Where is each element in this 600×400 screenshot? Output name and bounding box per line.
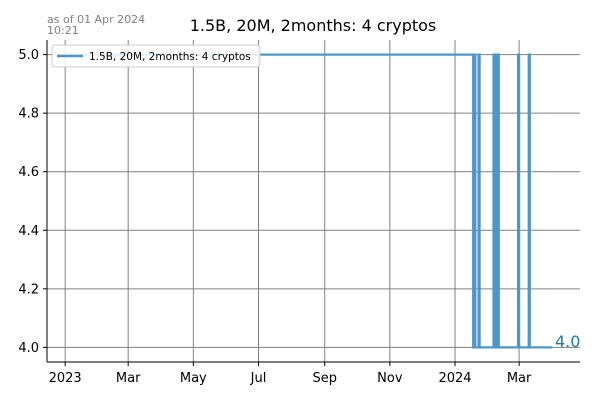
chart-title: 1.5B, 20M, 2months: 4 cryptos bbox=[190, 16, 437, 35]
x-tick-label: Nov bbox=[377, 371, 403, 386]
timestamp-date: as of 01 Apr 2024 bbox=[47, 13, 145, 26]
series-layer bbox=[65, 53, 553, 349]
x-tick-label: Mar bbox=[116, 371, 141, 386]
y-tick-label: 5.0 bbox=[18, 48, 39, 63]
series-line bbox=[65, 53, 553, 349]
tick-labels: 4.0 4.2 4.4 4.6 4.8 5.0 2023 Mar May Jul Sep Nov 202… bbox=[18, 48, 532, 386]
series-end-label: 4.0 bbox=[555, 332, 580, 351]
x-tick-label: Mar bbox=[507, 371, 532, 386]
legend: 1.5B, 20M, 2months: 4 cryptos bbox=[51, 44, 261, 68]
x-tick-label: 2023 bbox=[49, 371, 82, 386]
y-tick-label: 4.4 bbox=[18, 224, 39, 239]
y-tick-label: 4.6 bbox=[18, 165, 39, 180]
grid-lines bbox=[47, 40, 580, 362]
y-tick-label: 4.0 bbox=[18, 341, 39, 356]
legend-box bbox=[51, 44, 261, 68]
axes bbox=[43, 40, 580, 366]
timestamp-time: 10:21 bbox=[47, 24, 79, 37]
y-tick-label: 4.8 bbox=[18, 107, 39, 122]
x-tick-label: Jul bbox=[250, 371, 267, 386]
legend-label: 1.5B, 20M, 2months: 4 cryptos bbox=[89, 51, 251, 63]
x-tick-label: 2024 bbox=[438, 371, 471, 386]
y-tick-label: 4.2 bbox=[18, 282, 39, 297]
x-tick-label: Sep bbox=[312, 371, 337, 386]
x-tick-label: May bbox=[180, 371, 207, 386]
